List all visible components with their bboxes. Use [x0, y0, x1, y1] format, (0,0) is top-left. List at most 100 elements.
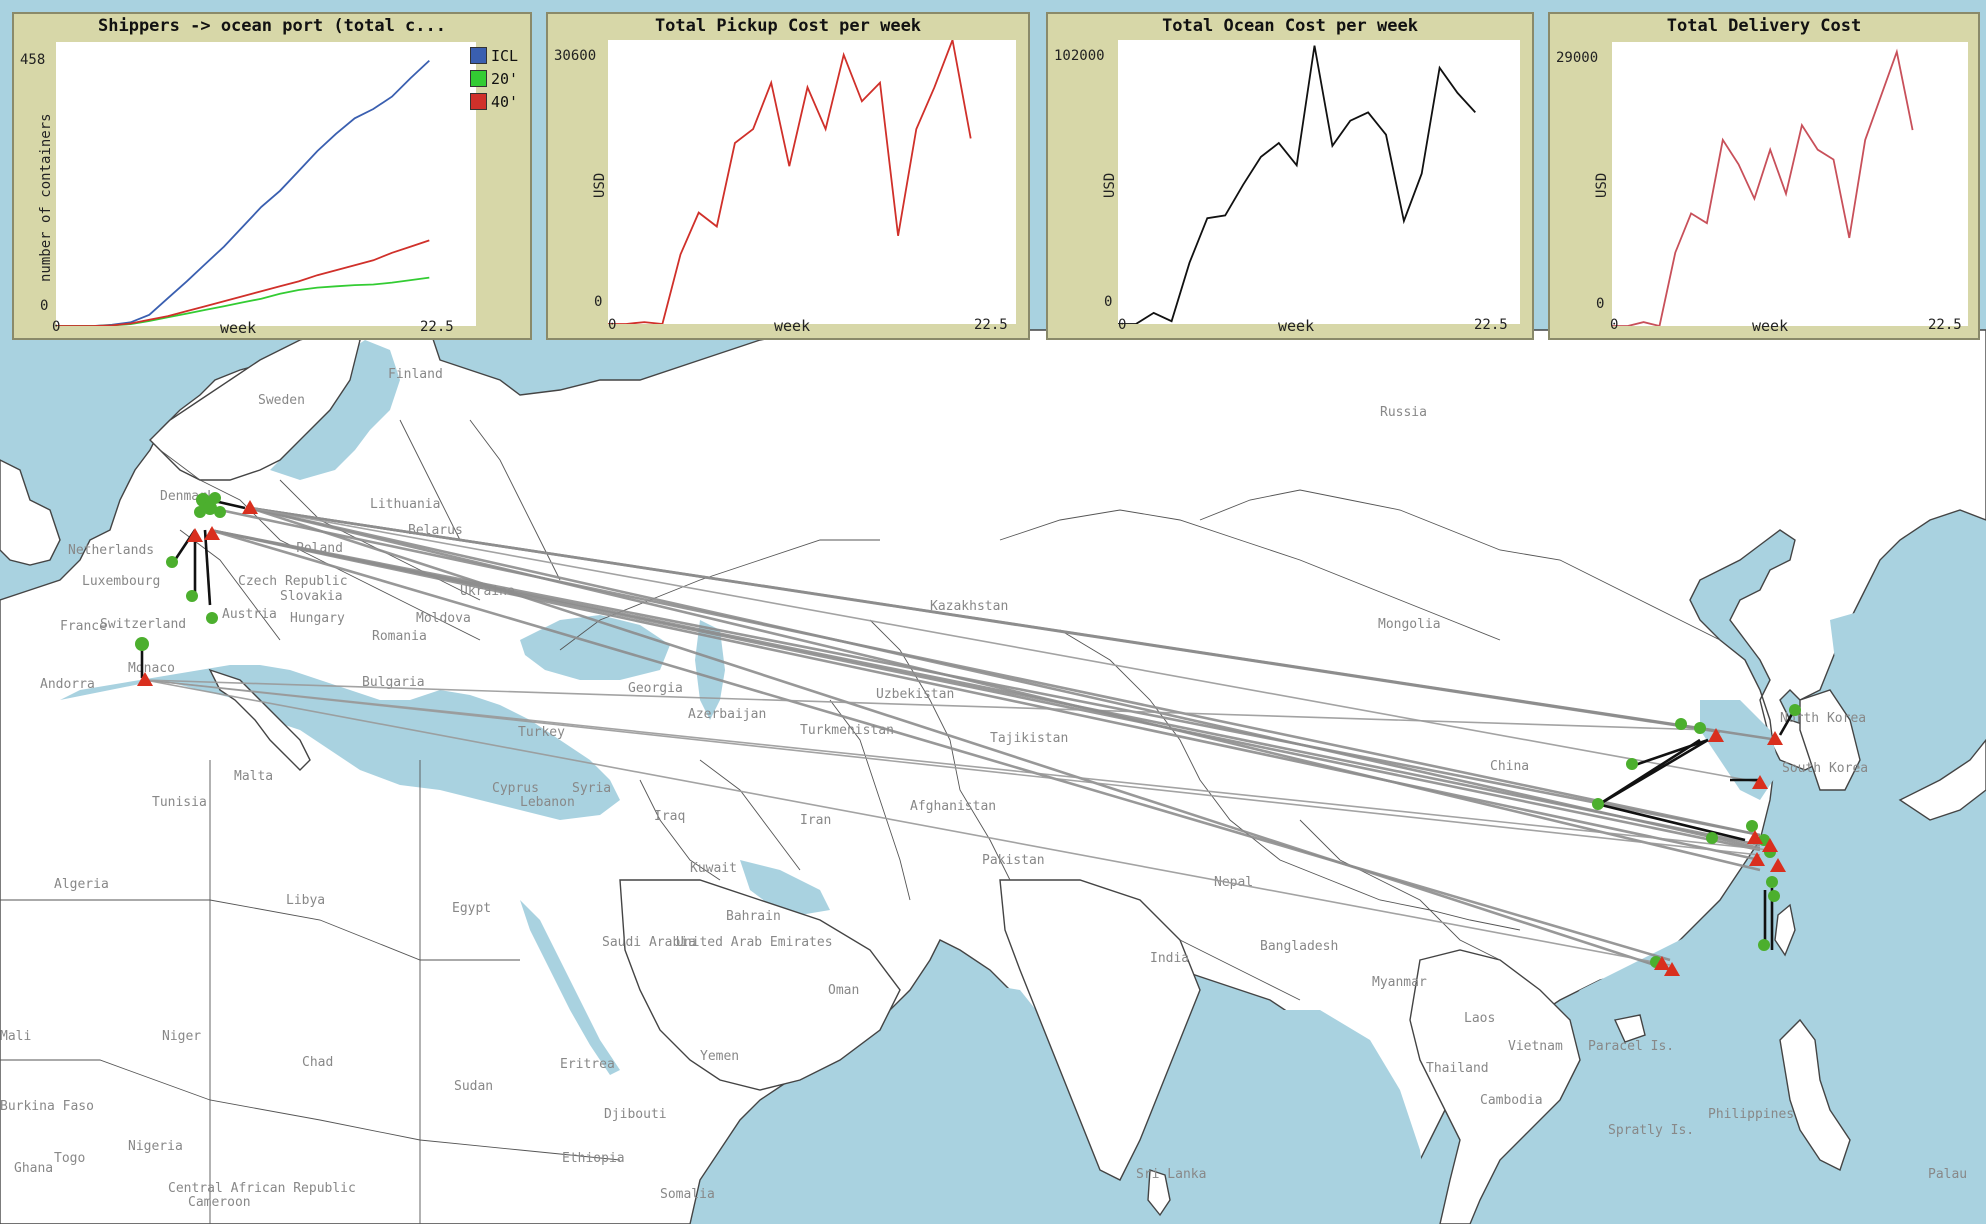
series-line-40	[56, 239, 430, 326]
map-label: Vietnam	[1508, 1039, 1563, 1054]
map-label: Somalia	[660, 1187, 715, 1202]
map-label: Sweden	[258, 393, 305, 408]
route-line	[209, 528, 1671, 962]
landmass-japan	[1898, 738, 1986, 821]
map-label: Mongolia	[1378, 617, 1441, 632]
map-label: Turkey	[518, 725, 565, 740]
map-label: Myanmar	[1372, 975, 1427, 990]
y-max-tick: 30600	[554, 48, 597, 64]
shipper-agents[interactable]	[135, 492, 1801, 968]
shipper-agent	[1768, 890, 1780, 902]
map-label: Paracel Is.	[1588, 1039, 1674, 1054]
x-min-tick: 0	[608, 317, 617, 333]
shipper-agent	[1675, 718, 1687, 730]
truck-line	[1778, 713, 1794, 736]
x-min-tick: 0	[52, 319, 61, 335]
caspian-sea	[695, 620, 725, 720]
map-label: Mali	[0, 1029, 31, 1044]
route-line	[219, 508, 1761, 837]
plot-area	[608, 40, 1016, 324]
map-label: Bulgaria	[362, 675, 425, 690]
y-min-tick: 0	[40, 298, 49, 314]
truck-line	[1597, 738, 1701, 807]
map-label: Djibouti	[604, 1107, 667, 1122]
x-min-tick: 0	[1610, 317, 1619, 333]
truck-line	[203, 529, 212, 606]
plot-delivery-cost[interactable]: Total Delivery Cost 29000 0 0 22.5 week …	[1548, 12, 1980, 340]
map-label: Netherlands	[68, 543, 154, 558]
legend-swatch	[470, 70, 487, 87]
plot-ocean-cost[interactable]: Total Ocean Cost per week 102000 0 0 22.…	[1046, 12, 1534, 340]
y-max-tick: 458	[20, 52, 46, 68]
port-agent	[1654, 956, 1670, 970]
legend: ICL 20' 40'	[470, 44, 518, 113]
shipper-agent	[166, 556, 178, 568]
plot-shippers-to-port[interactable]: Shippers -> ocean port (total c... 458 0…	[12, 12, 532, 340]
landmass-india	[999, 879, 1201, 1181]
map-label: Sudan	[454, 1079, 493, 1094]
plot-pickup-cost[interactable]: Total Pickup Cost per week 30600 0 0 22.…	[546, 12, 1030, 340]
map-label: Central African Republic	[168, 1181, 356, 1196]
map-label: Turkmenistan	[800, 723, 894, 738]
route-line	[144, 679, 1761, 856]
plot-title: Total Pickup Cost per week	[654, 16, 922, 36]
y-axis-label: USD	[1102, 172, 1118, 198]
shipper-agent	[1758, 939, 1770, 951]
route-line	[249, 506, 1779, 742]
map-label: Uzbekistan	[876, 687, 954, 702]
route-line	[144, 679, 1771, 851]
plot-area	[1118, 40, 1520, 324]
map-label: Azerbaijan	[688, 707, 766, 722]
map-label: Saudi Arabia	[602, 935, 696, 950]
shipper-agent	[194, 506, 206, 518]
landmass-italy	[208, 668, 311, 771]
legend-item-20: 20'	[470, 67, 518, 90]
red-sea	[520, 900, 620, 1075]
x-max-tick: 22.5	[420, 319, 454, 335]
shipper-agent	[206, 612, 218, 624]
port-agent	[204, 526, 220, 540]
map-label: North Korea	[1780, 711, 1866, 726]
map-label: Iraq	[654, 809, 685, 824]
map-label: South Korea	[1782, 761, 1868, 776]
map-label: Spratly Is.	[1608, 1123, 1694, 1138]
port-agent	[1752, 775, 1768, 789]
legend-label: ICL	[491, 46, 519, 65]
port-agent	[1762, 838, 1778, 852]
landmass-philippines	[1779, 1018, 1851, 1171]
shipper-agent	[1746, 820, 1758, 832]
map-label: Afghanistan	[910, 799, 996, 814]
plot-title: Total Ocean Cost per week	[1162, 16, 1418, 36]
sea-of-japan	[1830, 560, 1986, 800]
x-max-tick: 22.5	[1474, 317, 1508, 333]
map-label: Ghana	[14, 1161, 53, 1176]
map-label: Philippines	[1708, 1107, 1794, 1122]
map-label: Slovakia	[280, 589, 343, 604]
map-label: Palau	[1928, 1167, 1967, 1182]
map-label: Iran	[800, 813, 831, 828]
map-label: Algeria	[54, 877, 109, 892]
x-axis-label: week	[1278, 317, 1315, 335]
x-min-tick: 0	[1118, 317, 1127, 333]
route-line	[249, 506, 1761, 872]
map-label: Lebanon	[520, 795, 575, 810]
arabian-sea	[820, 980, 1120, 1224]
map-label: Pakistan	[982, 853, 1045, 868]
shipper-agent	[186, 590, 198, 602]
port-agents[interactable]	[137, 500, 1786, 976]
map-label: Russia	[1380, 405, 1427, 420]
route-line	[209, 528, 1761, 837]
map-label: Luxembourg	[82, 574, 160, 589]
map-label: Romania	[372, 629, 427, 644]
map-label: Sri Lanka	[1136, 1167, 1206, 1182]
y-max-tick: 29000	[1556, 50, 1599, 66]
y-max-tick: 102000	[1054, 48, 1105, 64]
port-agent	[1708, 728, 1724, 742]
y-axis-label: USD	[592, 172, 608, 198]
port-agent	[1747, 830, 1763, 844]
map-label: Niger	[162, 1029, 201, 1044]
map-label: Kazakhstan	[930, 599, 1008, 614]
map-label: Monaco	[128, 661, 175, 676]
map-label: Laos	[1464, 1011, 1495, 1026]
legend-label: 20'	[491, 69, 519, 88]
